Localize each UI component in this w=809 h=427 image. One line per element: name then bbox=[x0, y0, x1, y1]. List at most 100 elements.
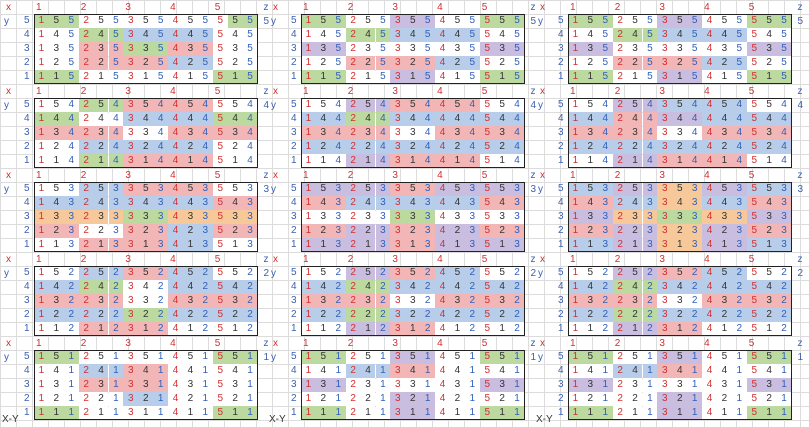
grid-cell[interactable]: 2 bbox=[420, 308, 436, 322]
grid-cell[interactable]: 5 bbox=[63, 14, 79, 28]
grid-cell[interactable]: 3 bbox=[48, 210, 64, 224]
grid-cell[interactable]: 2 bbox=[78, 266, 94, 280]
grid-cell[interactable]: 3 bbox=[657, 378, 673, 392]
grid-cell[interactable]: 2 bbox=[345, 210, 361, 224]
grid-cell[interactable]: 5 bbox=[687, 42, 703, 56]
grid-cell[interactable]: 2 bbox=[78, 140, 94, 154]
grid-cell[interactable]: 1 bbox=[34, 196, 49, 210]
grid-cell[interactable]: 1 bbox=[509, 392, 525, 406]
grid-cell[interactable]: 1 bbox=[108, 378, 124, 392]
grid-cell[interactable]: 2 bbox=[612, 42, 628, 56]
grid-cell[interactable]: 4 bbox=[168, 126, 183, 140]
grid-cell[interactable]: 4 bbox=[153, 112, 169, 126]
grid-cell[interactable]: 5 bbox=[405, 182, 421, 196]
grid-cell[interactable]: 4 bbox=[153, 154, 169, 168]
grid-cell[interactable]: 5 bbox=[108, 42, 124, 56]
grid-cell[interactable]: 1 bbox=[301, 238, 316, 252]
grid-cell[interactable]: 3 bbox=[390, 322, 406, 336]
grid-cell[interactable]: 3 bbox=[390, 42, 406, 56]
grid-cell[interactable]: 5 bbox=[746, 378, 762, 392]
grid-cell[interactable]: 2 bbox=[687, 280, 703, 294]
grid-cell[interactable]: 4 bbox=[509, 126, 525, 140]
grid-cell[interactable]: 1 bbox=[420, 392, 436, 406]
grid-cell[interactable]: 4 bbox=[183, 28, 198, 42]
grid-cell[interactable]: 3 bbox=[657, 322, 673, 336]
grid-cell[interactable]: 5 bbox=[315, 98, 331, 112]
grid-cell[interactable]: 3 bbox=[405, 378, 421, 392]
grid-cell[interactable]: 1 bbox=[48, 406, 64, 420]
grid-cell[interactable]: 4 bbox=[450, 196, 465, 210]
grid-cell[interactable]: 1 bbox=[642, 378, 658, 392]
grid-cell[interactable]: 1 bbox=[509, 364, 525, 378]
grid-cell[interactable]: 2 bbox=[717, 56, 732, 70]
grid-cell[interactable]: 2 bbox=[464, 322, 480, 336]
grid-cell[interactable]: 5 bbox=[687, 70, 703, 84]
grid-cell[interactable]: 3 bbox=[657, 280, 673, 294]
grid-cell[interactable]: 2 bbox=[345, 350, 361, 364]
grid-cell[interactable]: 2 bbox=[78, 14, 94, 28]
grid-cell[interactable]: 5 bbox=[731, 56, 747, 70]
grid-cell[interactable]: 5 bbox=[420, 56, 436, 70]
grid-cell[interactable]: 2 bbox=[405, 56, 421, 70]
grid-cell[interactable]: 3 bbox=[420, 238, 436, 252]
grid-cell[interactable]: 2 bbox=[375, 294, 391, 308]
grid-cell[interactable]: 2 bbox=[375, 308, 391, 322]
grid-cell[interactable]: 3 bbox=[390, 56, 406, 70]
grid-cell[interactable]: 2 bbox=[612, 266, 628, 280]
grid-cell[interactable]: 4 bbox=[242, 140, 258, 154]
grid-cell[interactable]: 5 bbox=[330, 42, 346, 56]
grid-cell[interactable]: 1 bbox=[34, 210, 49, 224]
grid-cell[interactable]: 5 bbox=[672, 98, 688, 112]
grid-cell[interactable]: 1 bbox=[464, 392, 480, 406]
grid-cell[interactable]: 1 bbox=[568, 210, 583, 224]
grid-cell[interactable]: 4 bbox=[138, 364, 154, 378]
grid-cell[interactable]: 3 bbox=[509, 238, 525, 252]
grid-cell[interactable]: 1 bbox=[717, 406, 732, 420]
grid-cell[interactable]: 1 bbox=[597, 364, 613, 378]
grid-cell[interactable]: 4 bbox=[672, 364, 688, 378]
grid-cell[interactable]: 4 bbox=[702, 196, 717, 210]
grid-cell[interactable]: 5 bbox=[761, 14, 777, 28]
grid-cell[interactable]: 5 bbox=[597, 56, 613, 70]
grid-cell[interactable]: 3 bbox=[687, 196, 703, 210]
grid-cell[interactable]: 2 bbox=[360, 308, 376, 322]
grid-cell[interactable]: 5 bbox=[108, 56, 124, 70]
grid-cell[interactable]: 3 bbox=[464, 224, 480, 238]
grid-cell[interactable]: 5 bbox=[360, 98, 376, 112]
grid-cell[interactable]: 2 bbox=[345, 112, 361, 126]
grid-cell[interactable]: 4 bbox=[702, 140, 717, 154]
grid-cell[interactable]: 1 bbox=[776, 406, 792, 420]
grid-cell[interactable]: 2 bbox=[93, 224, 109, 238]
grid-cell[interactable]: 1 bbox=[687, 364, 703, 378]
grid-cell[interactable]: 3 bbox=[390, 14, 406, 28]
grid-cell[interactable]: 5 bbox=[360, 14, 376, 28]
grid-cell[interactable]: 2 bbox=[345, 70, 361, 84]
grid-cell[interactable]: 3 bbox=[657, 294, 673, 308]
grid-cell[interactable]: 4 bbox=[405, 280, 421, 294]
grid-cell[interactable]: 1 bbox=[627, 322, 643, 336]
grid-cell[interactable]: 1 bbox=[242, 364, 258, 378]
grid-cell[interactable]: 5 bbox=[746, 224, 762, 238]
grid-cell[interactable]: 4 bbox=[315, 28, 331, 42]
grid-cell[interactable]: 3 bbox=[642, 182, 658, 196]
grid-cell[interactable]: 2 bbox=[464, 308, 480, 322]
grid-cell[interactable]: 2 bbox=[345, 378, 361, 392]
grid-cell[interactable]: 2 bbox=[627, 140, 643, 154]
grid-cell[interactable]: 3 bbox=[123, 266, 139, 280]
grid-cell[interactable]: 1 bbox=[731, 364, 747, 378]
grid-cell[interactable]: 1 bbox=[568, 70, 583, 84]
grid-cell[interactable]: 2 bbox=[315, 140, 331, 154]
grid-cell[interactable]: 3 bbox=[420, 224, 436, 238]
grid-cell[interactable]: 3 bbox=[657, 406, 673, 420]
grid-cell[interactable]: 5 bbox=[227, 350, 243, 364]
grid-cell[interactable]: 5 bbox=[315, 350, 331, 364]
grid-cell[interactable]: 3 bbox=[390, 238, 406, 252]
grid-cell[interactable]: 4 bbox=[702, 308, 717, 322]
grid-cell[interactable]: 5 bbox=[330, 70, 346, 84]
grid-cell[interactable]: 4 bbox=[93, 112, 109, 126]
grid-cell[interactable]: 3 bbox=[315, 294, 331, 308]
grid-cell[interactable]: 4 bbox=[702, 238, 717, 252]
grid-cell[interactable]: 5 bbox=[63, 42, 79, 56]
grid-cell[interactable]: 3 bbox=[390, 98, 406, 112]
grid-cell[interactable]: 1 bbox=[242, 350, 258, 364]
